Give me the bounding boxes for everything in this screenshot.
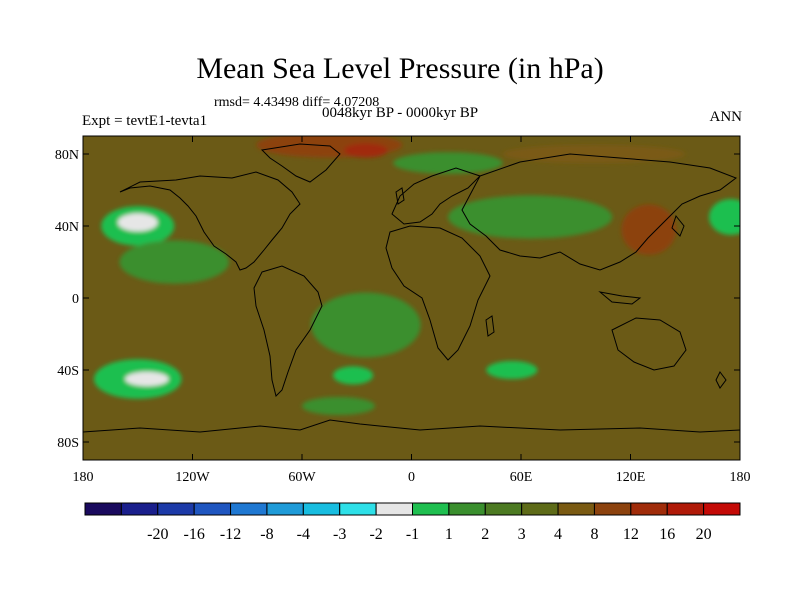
colorbar-box-1 — [120, 502, 159, 516]
x-tick-label-6: 180 — [730, 470, 751, 485]
x-axis: 180 120W 60W 0 60E 120E 180 — [73, 136, 751, 485]
y-tick-label-1: 40N — [55, 220, 79, 235]
pressure-region-10 — [311, 292, 421, 358]
coastline-japan — [671, 214, 685, 237]
experiment-label: Expt = tevtE1-tevta1 — [82, 113, 208, 129]
coastline-africa — [385, 225, 491, 361]
pressure-region-6 — [708, 199, 740, 235]
x-tick-label-0: 180 — [73, 470, 94, 485]
colorbar-box-13 — [557, 502, 595, 516]
colorbar-label-1: -16 — [184, 526, 205, 543]
coastlines — [83, 143, 740, 433]
coastline-north-america — [119, 171, 301, 271]
coastline-south-america — [253, 265, 323, 397]
coastline-asia — [461, 153, 738, 271]
map-field — [83, 136, 740, 460]
period-label: 0048kyr BP - 0000kyr BP — [322, 105, 479, 121]
colorbar-label-15: 20 — [696, 526, 712, 543]
map-background — [83, 136, 740, 460]
y-tick-label-3: 40S — [57, 364, 79, 379]
colorbar-box-12 — [521, 502, 559, 516]
pressure-region-5 — [486, 361, 538, 379]
coastline-madagascar — [485, 315, 495, 337]
pressure-region-15 — [502, 145, 686, 163]
colorbar-label-6: -2 — [369, 526, 382, 543]
coastline-europe — [391, 167, 481, 225]
colorbar-label-3: -8 — [260, 526, 273, 543]
coastline-uk — [395, 187, 405, 205]
colorbar-label-0: -20 — [147, 526, 168, 543]
pressure-region-14 — [621, 204, 677, 255]
colorbar-box-4 — [230, 502, 268, 516]
chart-subtitle: rmsd= 4.43498 diff= 4.07208 — [214, 95, 380, 110]
colorbar-label-8: 1 — [445, 526, 453, 543]
season-label: ANN — [709, 109, 743, 125]
colorbar-box-14 — [593, 502, 632, 516]
colorbar-box-9 — [412, 502, 450, 516]
colorbar-box-8 — [375, 502, 414, 516]
x-tick-label-3: 0 — [408, 470, 415, 485]
y-axis: 80N 40N 0 40S 80S — [55, 148, 740, 451]
colorbar-label-13: 12 — [623, 526, 639, 543]
y-tick-label-4: 80S — [57, 436, 79, 451]
colorbar-box-16 — [666, 502, 705, 516]
pressure-region-3 — [124, 371, 169, 387]
chart-title: Mean Sea Level Pressure (in hPa) — [196, 52, 604, 85]
colorbar-box-11 — [484, 502, 523, 516]
pressure-region-1 — [117, 213, 158, 232]
colorbar-label-5: -3 — [333, 526, 346, 543]
colorbar-box-7 — [339, 502, 377, 516]
colorbar-box-2 — [157, 502, 195, 516]
coastline-indonesia — [598, 291, 642, 305]
colorbar-box-3 — [193, 502, 232, 516]
colorbar-box-10 — [448, 502, 486, 516]
coastline-new-zealand — [715, 371, 727, 389]
colorbar-box-17 — [703, 502, 741, 516]
colorbar-label-2: -12 — [220, 526, 241, 543]
colorbar-label-12: 8 — [590, 526, 598, 543]
colorbar-label-4: -4 — [297, 526, 310, 543]
coastline-greenland — [260, 143, 341, 183]
colorbar-label-9: 2 — [481, 526, 489, 543]
pressure-region-8 — [448, 195, 613, 239]
colorbar-label-10: 3 — [518, 526, 526, 543]
coastline-australia — [611, 317, 687, 371]
colorbar-label-7: -1 — [406, 526, 419, 543]
pressure-region-13 — [343, 143, 388, 158]
coastline-antarctica — [83, 419, 740, 433]
x-tick-label-4: 60E — [510, 470, 533, 485]
colorbar-box-6 — [302, 502, 341, 516]
pressure-region-11 — [302, 397, 375, 415]
colorbar-label-14: 16 — [659, 526, 675, 543]
y-tick-label-0: 80N — [55, 148, 79, 163]
pressure-region-7 — [119, 240, 229, 284]
colorbar-box-15 — [630, 502, 668, 516]
colorbar-box-0 — [84, 502, 122, 516]
pressure-region-4 — [333, 366, 374, 385]
x-tick-label-1: 120W — [175, 470, 210, 485]
colorbar-label-11: 4 — [554, 526, 562, 543]
colorbar-box-5 — [266, 502, 304, 516]
colorbar: -20 -16 -12 -8 -4 -3 -2 -1 1 2 3 4 8 12 16 20 — [84, 502, 741, 543]
y-tick-label-2: 0 — [72, 292, 79, 307]
x-tick-label-5: 120E — [616, 470, 646, 485]
x-tick-label-2: 60W — [288, 470, 316, 485]
pressure-region-9 — [393, 152, 503, 174]
